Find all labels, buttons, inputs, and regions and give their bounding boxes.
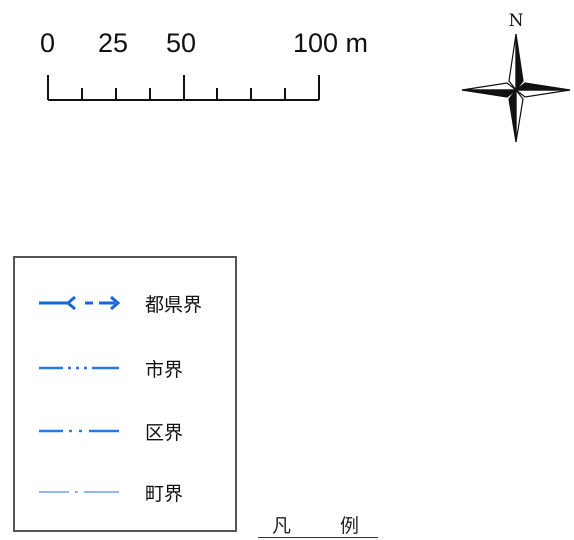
town-boundary-line-icon bbox=[39, 491, 119, 493]
compass-south-point-dark bbox=[508, 88, 517, 143]
legend-box: 都県界 市界 区界 bbox=[13, 256, 237, 532]
legend-item-city-boundary: 市界 bbox=[35, 353, 183, 383]
scale-label-25: 25 bbox=[98, 28, 129, 58]
compass-west-point-light bbox=[461, 82, 518, 91]
legend-label-prefecture: 都県界 bbox=[145, 293, 203, 316]
legend-label-ward: 区界 bbox=[145, 421, 184, 444]
legend-item-prefecture-boundary: 都県界 bbox=[35, 288, 202, 318]
compass-south-point-light bbox=[515, 88, 524, 143]
compass-west-point-dark bbox=[461, 89, 518, 98]
ward-boundary-line-icon bbox=[39, 429, 119, 433]
legend-item-ward-boundary: 区界 bbox=[35, 416, 183, 446]
north-arrow-compass-icon: N bbox=[461, 11, 571, 143]
legend-title: 凡 例 bbox=[258, 509, 378, 538]
scale-label-100m: 100 m bbox=[293, 28, 369, 58]
scale-bar bbox=[47, 75, 320, 101]
legend-title-char-1: 凡 bbox=[272, 515, 292, 537]
compass-north-point-dark bbox=[515, 33, 524, 92]
compass-east-point-dark bbox=[514, 82, 571, 91]
legend-title-char-2: 例 bbox=[340, 515, 360, 537]
compass-north-point-light bbox=[508, 33, 517, 92]
legend-label-town: 町界 bbox=[145, 482, 184, 505]
compass-east-point-light bbox=[514, 89, 571, 98]
scale-label-0: 0 bbox=[40, 28, 56, 58]
compass-north-label: N bbox=[509, 11, 524, 31]
legend-item-town-boundary: 町界 bbox=[35, 477, 183, 507]
scale-label-50: 50 bbox=[166, 28, 197, 58]
city-boundary-line-icon bbox=[39, 366, 119, 370]
prefecture-boundary-line-icon bbox=[39, 295, 121, 311]
legend-label-city: 市界 bbox=[145, 358, 184, 381]
